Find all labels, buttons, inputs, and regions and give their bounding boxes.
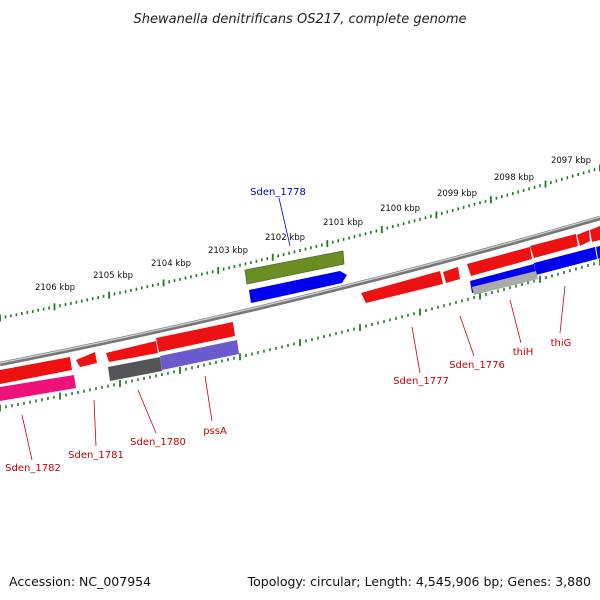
gene-red-6[interactable] [577, 230, 590, 246]
leader-sden-1778 [278, 197, 291, 247]
scale-label-2104: 2104 kbp [151, 259, 191, 269]
scale-label-2097: 2097 kbp [551, 156, 591, 166]
gene-red-3[interactable] [106, 341, 158, 362]
gene-grey[interactable] [108, 357, 162, 381]
gene-label-sden-1778[interactable]: Sden_1778 [250, 187, 306, 198]
genome-backbone [0, 215, 600, 367]
scale-label-2101: 2101 kbp [323, 218, 363, 228]
gene-sden-1778-blue[interactable] [249, 271, 347, 303]
map-title: Shewanella denitrificans OS217, complete… [134, 12, 467, 27]
inner-scale-ticks [0, 258, 600, 412]
gene-red-1[interactable] [0, 357, 72, 384]
gene-pink[interactable] [0, 375, 76, 401]
accession-text: Accession: NC_007954 [9, 574, 151, 589]
gene-thig[interactable] [534, 247, 597, 275]
gene-purple[interactable] [160, 340, 239, 370]
leader-sden-1781 [93, 399, 97, 447]
gene-lightgrey[interactable] [472, 271, 538, 295]
gene-label-sden-1776[interactable]: Sden_1776 [449, 360, 505, 371]
gene-label-sden-1782[interactable]: Sden_1782 [5, 463, 61, 474]
leader-thih [509, 299, 522, 344]
leader-sden-1782 [21, 414, 33, 461]
outer-scale-ticks [0, 164, 600, 322]
gene-label-sden-1781[interactable]: Sden_1781 [68, 450, 124, 461]
scale-label-2102: 2102 kbp [265, 233, 305, 243]
gene-sden-1777[interactable] [361, 271, 443, 303]
gene-sden-1778-olive[interactable] [244, 250, 345, 285]
gene-red-4[interactable] [156, 322, 235, 352]
leader-sden-1780 [137, 389, 157, 434]
gene-labels: Sden_1778 Sden_1777 Sden_1776 thiH thiG … [5, 187, 571, 474]
gene-label-pssa[interactable]: pssA [203, 426, 227, 437]
leader-sden-1776 [459, 315, 475, 357]
scale-label-2099: 2099 kbp [437, 189, 477, 199]
scale-label-2106: 2106 kbp [35, 283, 75, 293]
scale-label-2105: 2105 kbp [93, 271, 133, 281]
gene-label-thig[interactable]: thiG [551, 338, 572, 349]
gene-blue-3[interactable] [596, 246, 600, 259]
genome-summary-text: Topology: circular; Length: 4,545,906 bp… [247, 574, 591, 589]
gene-label-thih[interactable]: thiH [513, 347, 534, 358]
leader-pssa [204, 375, 213, 422]
gene-sden-1776[interactable] [467, 247, 532, 276]
scale-label-2098: 2098 kbp [494, 173, 534, 183]
gene-red-2[interactable] [76, 352, 97, 367]
gene-red-7[interactable] [590, 226, 600, 242]
gene-label-sden-1777[interactable]: Sden_1777 [393, 376, 449, 387]
scale-labels: 2106 kbp 2105 kbp 2104 kbp 2103 kbp 2102… [35, 156, 591, 293]
gene-red-5[interactable] [443, 267, 460, 283]
genome-backbone-highlight [0, 216, 600, 364]
gene-thih[interactable] [530, 234, 578, 258]
leader-sden-1777 [411, 326, 421, 374]
gene-label-sden-1780[interactable]: Sden_1780 [130, 437, 186, 448]
lower-strand-genes [0, 226, 600, 401]
label-leaders [21, 197, 566, 461]
leader-thig [559, 285, 566, 334]
forward-strand-genes [244, 250, 345, 285]
scale-label-2100: 2100 kbp [380, 204, 420, 214]
scale-label-2103: 2103 kbp [208, 246, 248, 256]
